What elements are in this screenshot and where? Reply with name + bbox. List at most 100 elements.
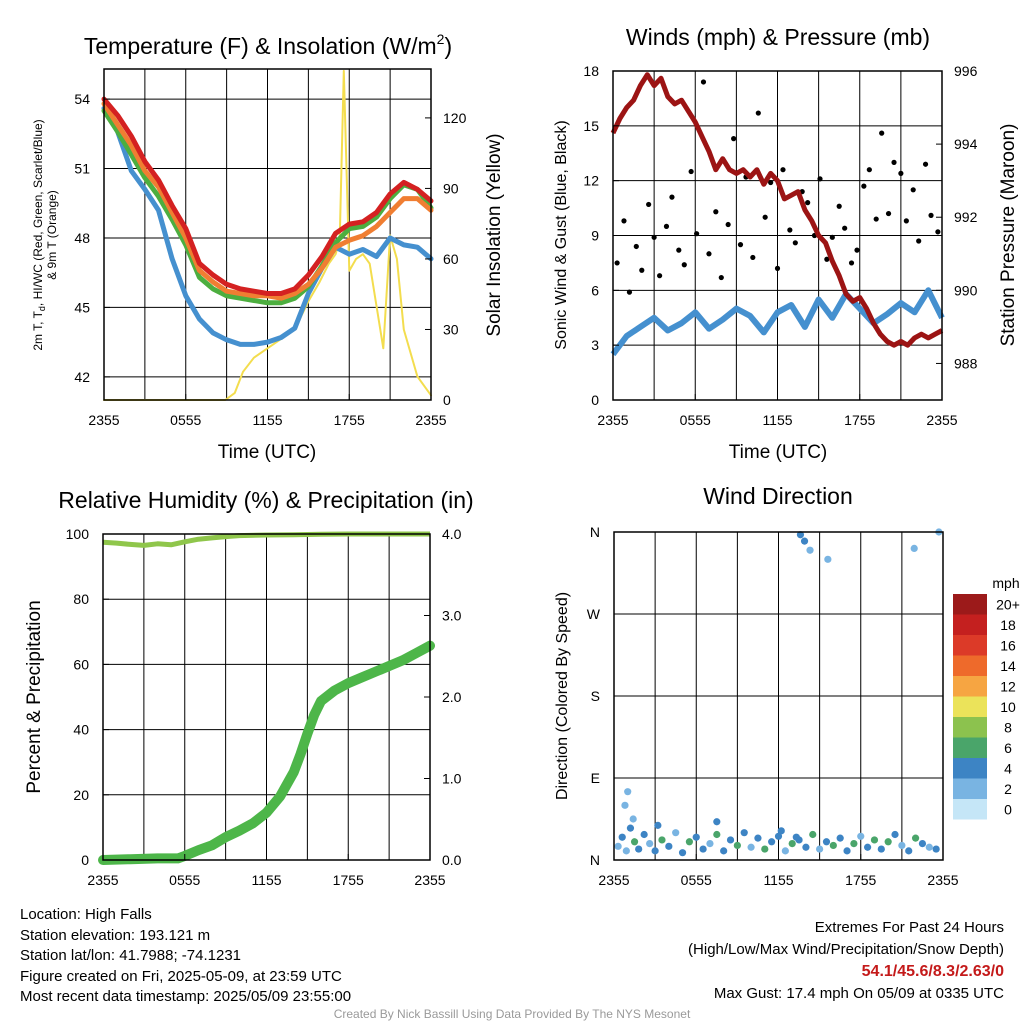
gust-point xyxy=(663,223,670,229)
pressure-line xyxy=(610,72,944,348)
humidity-xtick-label: 0555 xyxy=(169,872,200,888)
gust-point xyxy=(651,234,657,240)
direction-point xyxy=(699,845,707,853)
speed-legend-label: 16 xyxy=(1000,637,1016,653)
gust-point xyxy=(824,256,830,262)
temperature-ytick-right-label: 90 xyxy=(443,180,459,196)
gust-point xyxy=(885,210,892,217)
max-gust: Max Gust: 17.4 mph On 05/09 at 0335 UTC xyxy=(713,985,1004,1002)
winds-ytick-right-label: 988 xyxy=(954,355,978,371)
humidity-ytick-label: 80 xyxy=(73,591,89,607)
direction-point xyxy=(654,821,662,829)
gust-point xyxy=(935,229,941,235)
direction-point xyxy=(692,833,700,841)
winds-xtick-label: 1155 xyxy=(762,412,792,428)
direction-point xyxy=(629,815,637,823)
direction-ytick-label: W xyxy=(587,606,601,622)
gust-point xyxy=(861,183,867,189)
humidity-ytick-label: 0 xyxy=(81,852,89,868)
gust-point xyxy=(817,176,823,182)
gust-point xyxy=(694,231,700,237)
gust-point xyxy=(669,194,675,200)
direction-point xyxy=(905,847,913,855)
direction-ytick-label: N xyxy=(590,524,600,540)
direction-point xyxy=(747,843,755,851)
direction-point xyxy=(870,836,879,844)
extremes-summary: Extremes For Past 24 Hours (High/Low/Max… xyxy=(688,917,1004,1005)
speed-legend-swatch xyxy=(953,614,987,635)
direction-point xyxy=(816,845,824,853)
gust-point xyxy=(891,159,897,165)
figure-created: Figure created on Fri, 2025-05-09, at 23… xyxy=(20,967,342,985)
winds-chart-title: Winds (mph) & Pressure (mb) xyxy=(626,24,930,50)
direction-ytick-label: E xyxy=(591,770,600,786)
temperature-x-label: Time (UTC) xyxy=(218,442,317,463)
temperature-y-label: 2m T, Td, HI/WC (Red, Green, Scarlet/Blu… xyxy=(31,119,47,350)
direction-point xyxy=(781,847,789,855)
speed-legend-swatch xyxy=(953,778,987,799)
direction-point xyxy=(809,830,817,839)
direction-point xyxy=(672,829,680,837)
speed-legend-label: 4 xyxy=(1004,760,1012,776)
gust-point xyxy=(873,216,879,222)
gust-point xyxy=(639,267,645,273)
gust-point xyxy=(681,262,687,268)
gust-point xyxy=(928,212,934,218)
gust-point xyxy=(780,167,786,173)
wind-direction-chart: Wind Direction 2355 0555 1155 1755 2355 N E S W N… xyxy=(554,483,1020,888)
humidity-ytick-label: 100 xyxy=(66,526,90,542)
speed-legend-label: 2 xyxy=(1004,781,1012,797)
speed-legend-label: 14 xyxy=(1000,658,1016,674)
speed-legend-label: 20+ xyxy=(996,596,1020,612)
direction-xtick-label: 1155 xyxy=(763,872,793,888)
speed-legend-swatch xyxy=(953,799,987,820)
humidity-ytick-right-label: 0.0 xyxy=(442,852,462,868)
direction-point xyxy=(726,836,735,844)
gust-point xyxy=(731,136,737,142)
direction-point xyxy=(910,544,918,553)
direction-point xyxy=(774,832,783,840)
direction-point xyxy=(918,840,927,848)
direction-point xyxy=(740,829,748,837)
humidity-ytick-right-label: 1.0 xyxy=(442,771,462,787)
direction-point xyxy=(898,841,906,850)
humidity-xtick-label: 1155 xyxy=(251,872,281,888)
temperature-xtick-label: 1755 xyxy=(334,412,365,428)
temperature-ytick-label: 42 xyxy=(74,369,90,385)
speed-legend-label: 8 xyxy=(1004,719,1012,735)
humidity-ytick-right-label: 4.0 xyxy=(442,526,462,542)
direction-point xyxy=(877,845,885,853)
direction-point xyxy=(806,546,814,554)
direction-point xyxy=(733,841,741,850)
gust-point xyxy=(910,187,916,193)
direction-point xyxy=(857,832,865,840)
winds-ytick-label: 3 xyxy=(591,337,599,353)
credit-line: Created By Nick Bassill Using Data Provi… xyxy=(333,1007,691,1021)
direction-point xyxy=(640,830,648,839)
direction-point xyxy=(843,847,851,855)
winds-xtick-label: 0555 xyxy=(680,412,711,428)
humidity-y-label: Percent & Precipitation xyxy=(24,600,45,793)
direction-chart-title: Wind Direction xyxy=(703,483,853,509)
humidity-chart-title: Relative Humidity (%) & Precipitation (i… xyxy=(58,487,473,513)
gust-point xyxy=(633,243,639,250)
gust-point xyxy=(903,218,909,224)
speed-legend-swatch xyxy=(953,635,987,656)
direction-point xyxy=(788,840,796,848)
direction-point xyxy=(802,843,810,851)
winds-ytick-label: 18 xyxy=(583,63,599,79)
winds-ytick-right-label: 996 xyxy=(954,63,978,79)
temperature-ytick-label: 54 xyxy=(74,91,90,107)
direction-point xyxy=(706,840,714,848)
winds-ytick-label: 9 xyxy=(591,228,599,244)
humidity-ytick-right-label: 2.0 xyxy=(442,689,462,705)
direction-point xyxy=(768,838,776,846)
direction-point xyxy=(850,840,858,848)
direction-y-label: Direction (Colored By Speed) xyxy=(554,592,571,800)
temperature-xtick-label: 2355 xyxy=(415,412,446,428)
direction-point xyxy=(822,838,831,846)
gust-point xyxy=(829,234,835,240)
temperature-y-label-line2: & 9m T (Orange) xyxy=(45,190,59,280)
direction-point xyxy=(626,824,635,832)
gust-point xyxy=(755,110,761,116)
